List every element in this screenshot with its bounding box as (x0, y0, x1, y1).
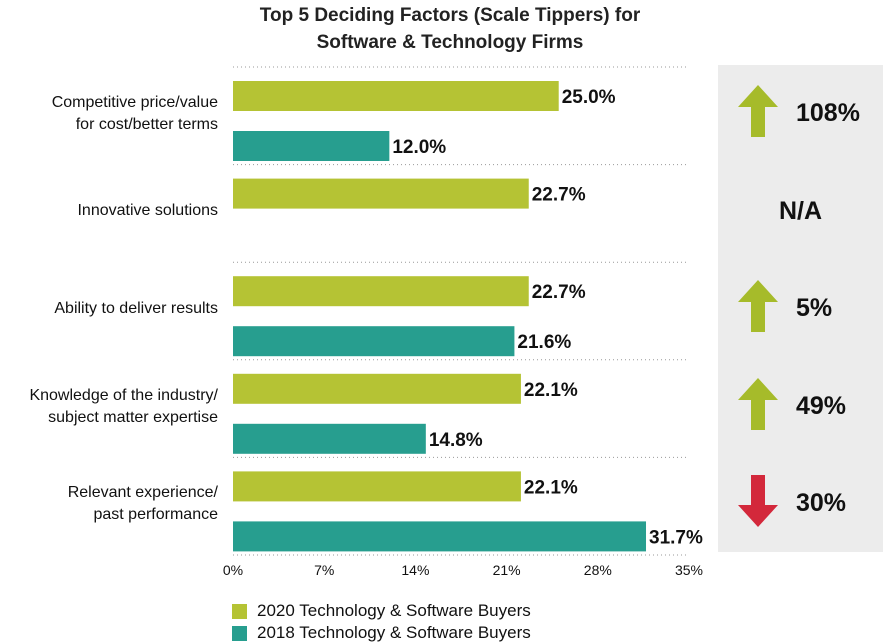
change-row: N/A (718, 183, 883, 243)
category-label-line: Knowledge of the industry/ (29, 386, 218, 404)
category-label-line: Competitive price/value (51, 93, 218, 111)
change-value: 5% (796, 294, 833, 323)
data-label: 22.7% (532, 282, 586, 303)
change-row: 30% (718, 475, 883, 535)
x-tick-label: 7% (314, 562, 334, 578)
data-label: 12.0% (392, 137, 446, 158)
x-tick-label: 21% (493, 562, 521, 578)
bar-2020 (233, 373, 521, 404)
change-value: 49% (796, 391, 847, 420)
bar-2018 (233, 326, 515, 357)
category-label-line: Relevant experience/ (67, 484, 218, 502)
bar-2020 (233, 276, 529, 307)
change-value: 108% (796, 99, 860, 127)
x-tick-label: 35% (675, 562, 703, 578)
data-label: 14.8% (429, 430, 483, 451)
category-label: Competitive price/value for cost/better t… (0, 92, 218, 136)
legend-swatch-2018 (232, 625, 247, 641)
bar-chart: 25.0% 12.0% 22.7% 22.7% 21.6% 22.1% 14.8% 22.1%… (223, 66, 703, 578)
x-tick-label: 28% (584, 562, 612, 578)
arrow-down-icon (738, 475, 778, 528)
x-tick-label: 14% (401, 562, 429, 578)
category-label-line: for cost/better terms (75, 115, 218, 133)
legend-swatch-2020 (232, 603, 247, 619)
data-label: 22.7% (532, 185, 586, 206)
bar-2020 (233, 178, 529, 209)
category-label: Relevant experience/past performance (0, 482, 218, 526)
data-label: 21.6% (517, 332, 571, 353)
chart-title-line2: Software & Technology Firms (316, 32, 584, 53)
change-row: 5% (718, 280, 883, 340)
data-label: 31.7% (649, 527, 703, 548)
legend-item-2018: 2018 Technology & Software Buyers (232, 622, 531, 644)
arrow-up-icon (738, 280, 778, 333)
category-label-line: subject matter expertise (48, 408, 218, 426)
category-label: Ability to deliver results (0, 298, 218, 320)
change-row: 108% (718, 85, 883, 145)
data-label: 22.1% (524, 477, 578, 498)
bar-2020 (233, 471, 521, 502)
legend-label-2020: 2020 Technology & Software Buyers (257, 601, 531, 620)
bar-2020 (233, 81, 559, 111)
data-label: 25.0% (562, 87, 616, 108)
category-label-line: Ability to deliver results (54, 300, 218, 317)
chart-title: Top 5 Deciding Factors (Scale Tippers) f… (200, 2, 700, 56)
bar-2018 (233, 131, 390, 161)
change-row: 49% (718, 377, 883, 438)
data-label: 22.1% (524, 380, 578, 401)
category-label-line: past performance (93, 506, 218, 524)
arrow-up-icon (738, 377, 778, 430)
legend-label-2018: 2018 Technology & Software Buyers (257, 623, 531, 642)
bar-2018 (233, 521, 647, 552)
change-panel: 108% N/A 5% 49% 30% (718, 65, 883, 552)
category-label: Innovative solutions (0, 200, 218, 222)
legend: 2020 Technology & Software Buyers 2018 T… (232, 600, 531, 644)
category-label: Knowledge of the industry/subject matter… (0, 385, 218, 429)
change-value: N/A (778, 196, 823, 225)
bar-2018 (233, 423, 426, 454)
category-label-line: Innovative solutions (77, 202, 218, 220)
change-value: 30% (796, 489, 847, 518)
arrow-up-icon (738, 85, 778, 137)
legend-item-2020: 2020 Technology & Software Buyers (232, 600, 531, 622)
chart-title-line1: Top 5 Deciding Factors (Scale Tippers) f… (259, 5, 641, 26)
x-tick-label: 0% (223, 562, 243, 578)
